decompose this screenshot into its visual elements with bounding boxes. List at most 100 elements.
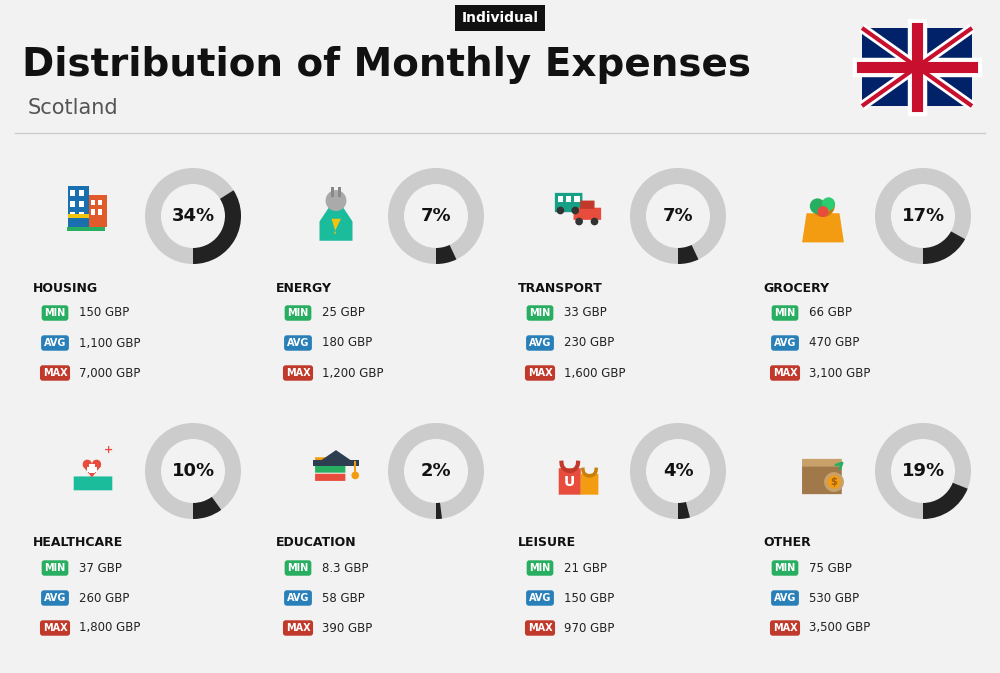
Wedge shape <box>193 497 221 519</box>
Wedge shape <box>436 503 442 519</box>
Bar <box>87 467 97 472</box>
Text: 10%: 10% <box>171 462 215 480</box>
Circle shape <box>557 207 564 214</box>
Text: MAX: MAX <box>286 623 310 633</box>
Wedge shape <box>875 423 971 519</box>
FancyBboxPatch shape <box>581 474 598 495</box>
Text: AVG: AVG <box>287 593 309 603</box>
Circle shape <box>824 472 844 492</box>
Text: MAX: MAX <box>773 623 797 633</box>
Wedge shape <box>630 423 726 519</box>
Text: MIN: MIN <box>287 308 309 318</box>
Circle shape <box>818 206 828 217</box>
Wedge shape <box>923 232 965 264</box>
Text: MAX: MAX <box>528 623 552 633</box>
Polygon shape <box>802 213 844 242</box>
FancyBboxPatch shape <box>74 476 112 491</box>
Circle shape <box>827 475 841 489</box>
Text: AVG: AVG <box>774 593 796 603</box>
Text: 21 GBP: 21 GBP <box>564 561 607 575</box>
Text: MAX: MAX <box>773 368 797 378</box>
Text: MIN: MIN <box>287 563 309 573</box>
Bar <box>313 460 359 466</box>
Text: 75 GBP: 75 GBP <box>809 561 852 575</box>
Text: LEISURE: LEISURE <box>518 536 576 549</box>
Wedge shape <box>436 245 456 264</box>
Text: 1,100 GBP: 1,100 GBP <box>79 336 140 349</box>
FancyBboxPatch shape <box>315 466 345 472</box>
Text: MIN: MIN <box>44 308 66 318</box>
Bar <box>67 227 105 232</box>
FancyBboxPatch shape <box>555 193 582 212</box>
FancyBboxPatch shape <box>802 459 842 466</box>
Bar <box>89 464 95 472</box>
Text: 34%: 34% <box>171 207 215 225</box>
Bar <box>70 190 75 197</box>
Polygon shape <box>83 466 101 477</box>
Wedge shape <box>145 168 241 264</box>
Text: 7%: 7% <box>421 207 451 225</box>
Text: ENERGY: ENERGY <box>276 281 332 295</box>
Bar <box>70 211 75 218</box>
Circle shape <box>83 460 92 469</box>
Text: 19%: 19% <box>901 462 945 480</box>
Bar <box>98 209 102 215</box>
Text: 8.3 GBP: 8.3 GBP <box>322 561 368 575</box>
Polygon shape <box>332 219 341 234</box>
Text: 2%: 2% <box>421 462 451 480</box>
Circle shape <box>822 197 835 211</box>
Wedge shape <box>678 502 690 519</box>
Text: +: + <box>104 445 113 455</box>
Text: 150 GBP: 150 GBP <box>79 306 129 320</box>
Text: 530 GBP: 530 GBP <box>809 592 859 604</box>
Text: Individual: Individual <box>462 11 538 25</box>
Text: 1,600 GBP: 1,600 GBP <box>564 367 626 380</box>
Text: AVG: AVG <box>287 338 309 348</box>
Text: 58 GBP: 58 GBP <box>322 592 365 604</box>
Text: OTHER: OTHER <box>763 536 811 549</box>
Circle shape <box>591 217 598 225</box>
Circle shape <box>351 472 359 479</box>
Wedge shape <box>923 483 968 519</box>
Text: HOUSING: HOUSING <box>33 281 98 295</box>
Text: 970 GBP: 970 GBP <box>564 621 614 635</box>
Bar <box>338 187 341 197</box>
Text: 7,000 GBP: 7,000 GBP <box>79 367 140 380</box>
Wedge shape <box>388 168 484 264</box>
FancyBboxPatch shape <box>315 474 345 481</box>
Wedge shape <box>875 168 971 264</box>
Text: 25 GBP: 25 GBP <box>322 306 365 320</box>
Text: 37 GBP: 37 GBP <box>79 561 122 575</box>
Text: 230 GBP: 230 GBP <box>564 336 614 349</box>
Text: MAX: MAX <box>528 368 552 378</box>
Bar <box>68 186 89 227</box>
Text: AVG: AVG <box>529 593 551 603</box>
Bar <box>91 209 95 215</box>
Polygon shape <box>315 450 357 464</box>
Bar <box>79 201 84 207</box>
Circle shape <box>571 207 579 214</box>
Text: MIN: MIN <box>774 563 796 573</box>
Text: MIN: MIN <box>44 563 66 573</box>
Text: 390 GBP: 390 GBP <box>322 621 372 635</box>
Text: AVG: AVG <box>44 593 66 603</box>
Text: MAX: MAX <box>286 368 310 378</box>
Text: 3,100 GBP: 3,100 GBP <box>809 367 870 380</box>
Bar <box>574 196 580 203</box>
Text: 470 GBP: 470 GBP <box>809 336 859 349</box>
Text: AVG: AVG <box>529 338 551 348</box>
Bar <box>566 196 571 203</box>
Bar <box>558 196 563 203</box>
FancyBboxPatch shape <box>802 466 842 494</box>
Text: $: $ <box>831 477 837 487</box>
Polygon shape <box>320 197 352 241</box>
Text: 1,200 GBP: 1,200 GBP <box>322 367 384 380</box>
Text: EDUCATION: EDUCATION <box>276 536 357 549</box>
Bar <box>79 211 84 218</box>
Text: AVG: AVG <box>774 338 796 348</box>
Circle shape <box>326 190 346 211</box>
Text: Scotland: Scotland <box>28 98 119 118</box>
Text: MIN: MIN <box>774 308 796 318</box>
Bar <box>354 461 356 475</box>
Text: Distribution of Monthly Expenses: Distribution of Monthly Expenses <box>22 46 751 84</box>
